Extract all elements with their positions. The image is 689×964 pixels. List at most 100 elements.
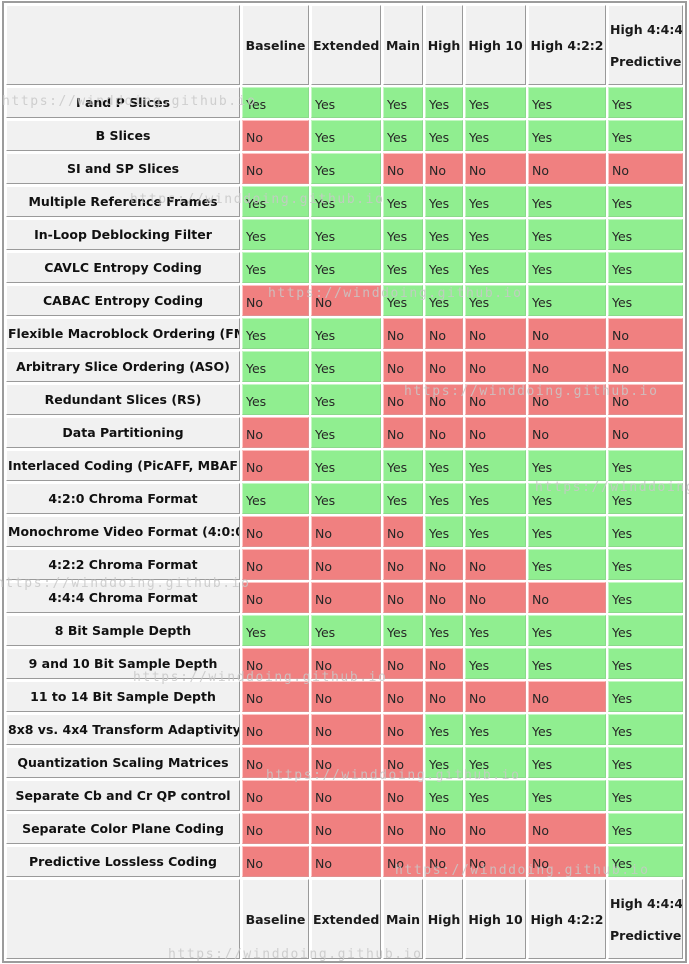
column-label-line: High xyxy=(427,911,461,927)
support-cell-main: No xyxy=(383,780,423,811)
support-cell-high-10: No xyxy=(465,846,526,877)
support-cell-high-4-4-4-predictive: Yes xyxy=(608,846,683,877)
support-cell-high-4-4-4-predictive: Yes xyxy=(608,483,683,514)
support-cell-baseline: Yes xyxy=(242,219,309,250)
support-cell-main: No xyxy=(383,747,423,778)
feature-row-si-and-sp-slices: SI and SP Slices No Yes No No No No No xyxy=(6,153,683,184)
support-cell-main: No xyxy=(383,714,423,745)
support-cell-extended: Yes xyxy=(311,615,381,646)
feature-row-interlaced-coding-picaff-mbaff: Interlaced Coding (PicAFF, MBAFF) No Yes Ye… xyxy=(6,450,683,481)
column-label-line: Baseline xyxy=(245,911,306,927)
column-label-line: Baseline xyxy=(245,37,306,53)
support-cell-high-10: No xyxy=(465,549,526,580)
header-col-high-4-4-4-predictive: High 4:4:4 Predictive xyxy=(608,5,683,85)
feature-label: Multiple Reference Frames xyxy=(6,186,240,217)
support-cell-high-10: No xyxy=(465,384,526,415)
support-cell-high-4-2-2: No xyxy=(528,318,606,349)
support-cell-high-4-4-4-predictive: Yes xyxy=(608,582,683,613)
header-corner-cell xyxy=(6,5,240,85)
footer-col-baseline: Baseline xyxy=(242,879,309,959)
feature-label: Flexible Macroblock Ordering (FMO) xyxy=(6,318,240,349)
column-label-line: High 4:4:4 xyxy=(610,21,683,37)
support-cell-high-10: Yes xyxy=(465,516,526,547)
support-cell-high-10: Yes xyxy=(465,87,526,118)
support-cell-high-10: Yes xyxy=(465,648,526,679)
support-cell-high-4-2-2: Yes xyxy=(528,780,606,811)
support-cell-baseline: Yes xyxy=(242,615,309,646)
support-cell-high-4-4-4-predictive: Yes xyxy=(608,87,683,118)
support-cell-baseline: No xyxy=(242,582,309,613)
support-cell-high-4-2-2: No xyxy=(528,384,606,415)
column-label-line: High 4:2:2 xyxy=(530,911,604,927)
support-cell-high-4-2-2: Yes xyxy=(528,186,606,217)
support-cell-main: Yes xyxy=(383,87,423,118)
feature-label: CAVLC Entropy Coding xyxy=(6,252,240,283)
support-cell-extended: No xyxy=(311,714,381,745)
feature-row-redundant-slices-rs: Redundant Slices (RS) Yes Yes No No No No No xyxy=(6,384,683,415)
feature-row-predictive-lossless-coding: Predictive Lossless Coding No No No No No No Ye… xyxy=(6,846,683,877)
support-cell-main: No xyxy=(383,681,423,712)
feature-label: 11 to 14 Bit Sample Depth xyxy=(6,681,240,712)
support-cell-extended: No xyxy=(311,549,381,580)
support-cell-main: No xyxy=(383,846,423,877)
feature-label: Monochrome Video Format (4:0:0) xyxy=(6,516,240,547)
support-cell-high-4-4-4-predictive: Yes xyxy=(608,120,683,151)
support-cell-high-4-4-4-predictive: Yes xyxy=(608,450,683,481)
support-cell-baseline: Yes xyxy=(242,186,309,217)
footer-col-main: Main xyxy=(383,879,423,959)
support-cell-high: No xyxy=(425,549,463,580)
support-cell-high-10: No xyxy=(465,681,526,712)
support-cell-high-10: Yes xyxy=(465,219,526,250)
column-label-line: High 10 xyxy=(468,911,523,927)
feature-label: 8 Bit Sample Depth xyxy=(6,615,240,646)
support-cell-high-10: Yes xyxy=(465,714,526,745)
support-cell-extended: No xyxy=(311,813,381,844)
support-cell-high-10: Yes xyxy=(465,252,526,283)
support-cell-high-10: No xyxy=(465,417,526,448)
support-cell-extended: Yes xyxy=(311,252,381,283)
support-cell-baseline: No xyxy=(242,516,309,547)
column-label-line: High xyxy=(427,37,461,53)
support-cell-main: No xyxy=(383,384,423,415)
support-cell-baseline: Yes xyxy=(242,87,309,118)
support-cell-high-4-2-2: Yes xyxy=(528,747,606,778)
feature-row-i-and-p-slices: I and P Slices Yes Yes Yes Yes Yes Yes Yes xyxy=(6,87,683,118)
support-cell-baseline: No xyxy=(242,153,309,184)
support-cell-high: Yes xyxy=(425,615,463,646)
support-cell-extended: No xyxy=(311,846,381,877)
support-cell-high-4-4-4-predictive: No xyxy=(608,384,683,415)
support-cell-extended: Yes xyxy=(311,153,381,184)
support-cell-high-10: Yes xyxy=(465,747,526,778)
support-cell-high-4-2-2: Yes xyxy=(528,252,606,283)
support-cell-high-4-4-4-predictive: Yes xyxy=(608,648,683,679)
support-cell-high-10: Yes xyxy=(465,285,526,316)
feature-row-data-partitioning: Data Partitioning No Yes No No No No No xyxy=(6,417,683,448)
support-cell-high-4-2-2: Yes xyxy=(528,648,606,679)
support-cell-high: No xyxy=(425,648,463,679)
column-label-line: Main xyxy=(385,37,421,53)
support-cell-main: Yes xyxy=(383,450,423,481)
support-cell-high: Yes xyxy=(425,285,463,316)
support-cell-main: Yes xyxy=(383,252,423,283)
support-cell-high: No xyxy=(425,681,463,712)
support-cell-high-10: No xyxy=(465,351,526,382)
support-cell-baseline: No xyxy=(242,417,309,448)
support-cell-baseline: No xyxy=(242,648,309,679)
support-cell-high-4-4-4-predictive: Yes xyxy=(608,714,683,745)
feature-row-cabac-entropy-coding: CABAC Entropy Coding No No Yes Yes Yes Yes Yes xyxy=(6,285,683,316)
support-cell-high-10: No xyxy=(465,813,526,844)
feature-label: Predictive Lossless Coding xyxy=(6,846,240,877)
support-cell-main: Yes xyxy=(383,120,423,151)
support-cell-main: No xyxy=(383,549,423,580)
support-cell-high-4-4-4-predictive: Yes xyxy=(608,780,683,811)
column-label-line: High 10 xyxy=(468,37,523,53)
support-cell-high-4-2-2: Yes xyxy=(528,516,606,547)
column-label-line: High 4:2:2 xyxy=(530,37,604,53)
support-cell-main: No xyxy=(383,153,423,184)
feature-label: SI and SP Slices xyxy=(6,153,240,184)
feature-label: Quantization Scaling Matrices xyxy=(6,747,240,778)
feature-row-b-slices: B Slices No Yes Yes Yes Yes Yes Yes xyxy=(6,120,683,151)
support-cell-high-4-4-4-predictive: Yes xyxy=(608,219,683,250)
support-cell-main: Yes xyxy=(383,219,423,250)
